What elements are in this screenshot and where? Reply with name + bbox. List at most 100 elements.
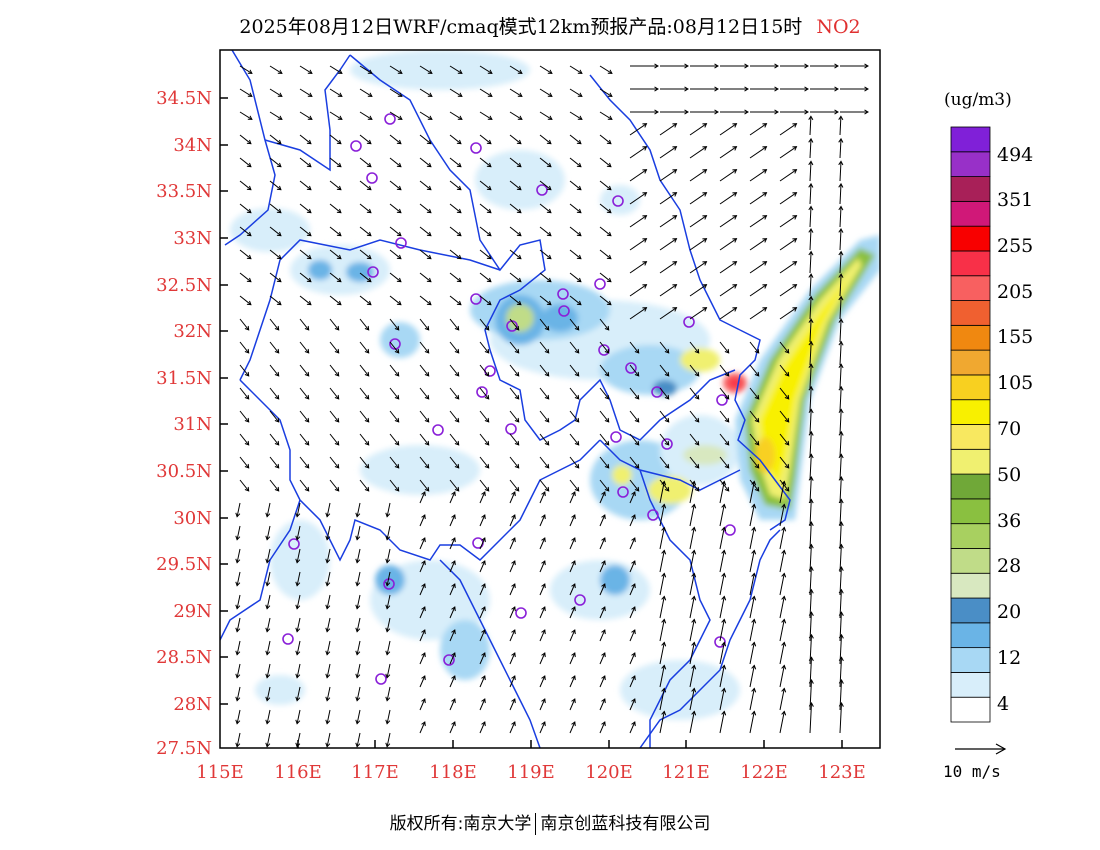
wind-arrow-head	[762, 284, 768, 289]
wind-arrow-head	[244, 348, 250, 354]
wind-arrow-head	[732, 123, 738, 128]
wind-arrow-shaft	[386, 525, 391, 540]
wind-arrow-shaft	[539, 410, 550, 423]
wind-arrow-head	[541, 560, 546, 566]
wind-arrow-shaft	[629, 537, 636, 550]
wind-arrow-head	[604, 486, 610, 492]
wind-arrow-head	[454, 371, 460, 377]
wind-arrow-shaft	[749, 215, 767, 228]
wind-arrow-head	[247, 69, 253, 74]
wind-arrow-shaft	[329, 88, 343, 97]
lon-label: 115E	[196, 762, 244, 783]
wind-arrow-shaft	[779, 307, 797, 320]
wind-arrow-shaft	[779, 550, 785, 573]
legend-swatch	[950, 597, 991, 624]
wind-arrow-shaft	[479, 341, 490, 354]
wind-arrow-shaft	[779, 341, 790, 354]
wind-arrow-shaft	[539, 537, 546, 550]
wind-arrow-head	[421, 652, 426, 658]
wind-arrow-head	[691, 687, 697, 693]
wind-arrow-head	[454, 417, 460, 423]
wind-arrow-head	[304, 325, 310, 331]
wind-arrow-shaft	[629, 123, 647, 136]
wind-arrow-head	[334, 348, 340, 354]
wind-arrow-shaft	[479, 249, 492, 260]
wind-arrow-head	[295, 581, 301, 587]
wind-arrow-head	[265, 627, 271, 633]
wind-arrow-shaft	[419, 514, 426, 527]
wind-arrow-head	[481, 583, 486, 589]
wind-arrow-shaft	[509, 479, 520, 492]
wind-arrow-head	[808, 115, 814, 121]
wind-arrow-head	[808, 430, 814, 436]
wind-arrow-head	[246, 185, 252, 191]
wind-arrow-head	[672, 284, 678, 289]
wind-arrow-head	[336, 139, 342, 145]
wind-arrow-shaft	[689, 433, 700, 446]
wind-arrow-shaft	[479, 433, 490, 446]
wind-arrow-head	[804, 63, 809, 69]
wind-arrow-head	[714, 63, 719, 69]
wind-arrow-shaft	[389, 226, 402, 237]
wind-arrow-shaft	[599, 180, 612, 191]
wind-vectors	[235, 63, 869, 748]
wind-arrow-shaft	[509, 88, 523, 97]
wind-arrow-shaft	[689, 215, 707, 228]
wind-arrow-shaft	[719, 387, 730, 400]
wind-arrow-head	[457, 92, 463, 97]
wind-arrow-shaft	[659, 596, 665, 619]
wind-arrow-head	[834, 109, 839, 115]
wind-arrow-shaft	[296, 640, 301, 655]
wind-arrow-shaft	[719, 479, 730, 492]
wind-arrow-head	[577, 69, 583, 74]
wind-arrow-head	[334, 417, 340, 423]
wind-arrow-head	[781, 595, 787, 601]
wind-arrow-head	[385, 742, 391, 748]
wind-arrow-head	[274, 348, 280, 354]
wind-arrow-head	[544, 417, 550, 423]
wind-arrow-head	[672, 123, 678, 128]
wind-arrow-shaft	[779, 711, 785, 734]
wind-arrow-head	[367, 115, 373, 120]
wind-arrow-head	[664, 463, 670, 469]
wind-arrow-head	[672, 146, 678, 151]
legend-swatch	[950, 151, 991, 177]
wind-arrow-head	[247, 92, 253, 97]
wind-arrow-shaft	[629, 514, 636, 527]
wind-arrow-shaft	[386, 709, 391, 724]
wind-arrow-head	[486, 185, 492, 191]
lat-label: 29.5N	[156, 554, 212, 575]
wind-arrow-head	[724, 440, 730, 446]
wind-arrow-head	[337, 69, 343, 74]
wind-arrow-shaft	[509, 203, 522, 214]
wind-arrow-shaft	[569, 456, 580, 469]
wind-arrow-head	[751, 526, 757, 532]
wind-arrow-shaft	[389, 249, 402, 260]
lon-label: 117E	[351, 762, 399, 783]
wind-arrow-head	[601, 583, 606, 589]
wind-arrow-head	[274, 440, 280, 446]
wind-arrow-shaft	[389, 456, 400, 469]
wind-arrow-shaft	[329, 203, 342, 214]
wind-arrow-head	[276, 254, 282, 260]
wind-arrow-head	[751, 687, 757, 693]
wind-arrow-head	[702, 284, 708, 289]
wind-arrow-shaft	[749, 550, 755, 573]
wind-arrow-head	[481, 698, 486, 704]
wind-arrow-shaft	[419, 583, 426, 596]
wind-arrow-head	[631, 721, 636, 727]
wind-arrow-head	[631, 698, 636, 704]
wind-arrow-head	[751, 618, 757, 624]
wind-arrow-head	[451, 560, 456, 566]
wind-arrow-shaft	[569, 157, 582, 168]
wind-arrow-head	[394, 394, 400, 400]
wind-arrow-head	[451, 629, 456, 635]
wind-arrow-shaft	[539, 249, 552, 260]
wind-arrow-shaft	[719, 573, 725, 596]
wind-arrow-head	[541, 629, 546, 635]
wind-arrow-shaft	[569, 606, 576, 619]
wind-arrow-shaft	[839, 296, 842, 320]
wind-arrow-head	[454, 325, 460, 331]
wind-arrow-head	[702, 169, 708, 174]
wind-arrow-shaft	[509, 364, 520, 377]
